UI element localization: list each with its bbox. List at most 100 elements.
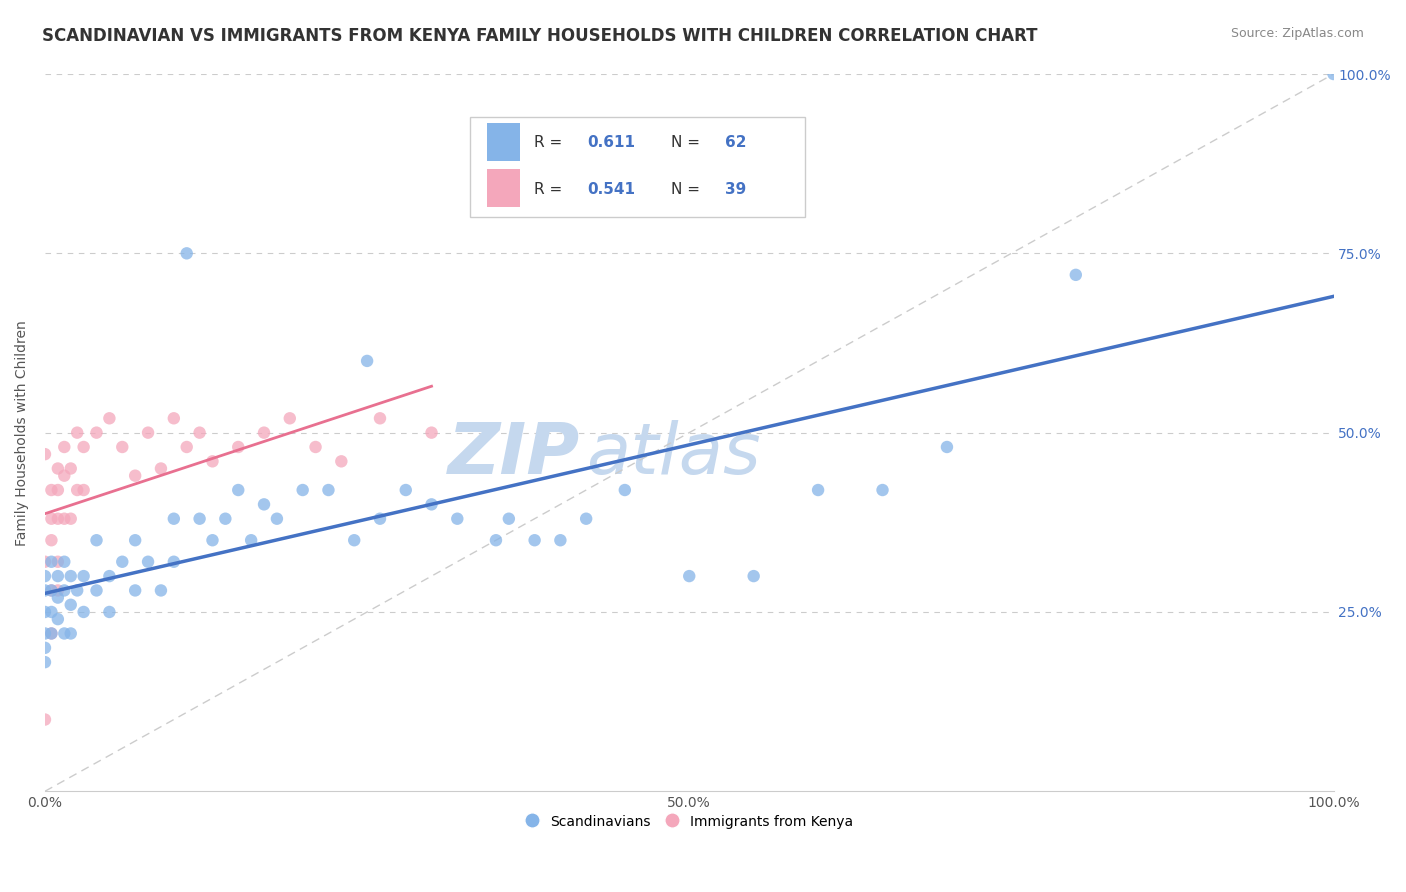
Point <box>41 555 63 569</box>
Point <box>188 425 211 440</box>
Point <box>66 583 89 598</box>
Y-axis label: Family Households with Children: Family Households with Children <box>15 319 30 546</box>
Point <box>46 583 69 598</box>
Point <box>46 555 69 569</box>
Point <box>53 555 76 569</box>
Point <box>136 425 159 440</box>
Point <box>72 483 94 497</box>
Point <box>149 461 172 475</box>
Point <box>59 569 82 583</box>
Point <box>46 591 69 605</box>
Point <box>420 497 443 511</box>
Point <box>41 483 63 497</box>
Point <box>291 483 314 497</box>
Point <box>201 533 224 548</box>
Text: Source: ZipAtlas.com: Source: ZipAtlas.com <box>1230 27 1364 40</box>
Point <box>41 583 63 598</box>
Point <box>420 425 443 440</box>
Point <box>188 512 211 526</box>
Point <box>41 626 63 640</box>
Point <box>86 533 108 548</box>
Point <box>253 497 276 511</box>
Point <box>34 569 56 583</box>
Point <box>368 512 391 526</box>
Point <box>72 440 94 454</box>
Point <box>278 411 301 425</box>
Point <box>53 468 76 483</box>
Point <box>807 483 830 497</box>
Point <box>98 569 121 583</box>
Point <box>59 598 82 612</box>
Point <box>34 713 56 727</box>
Point <box>41 605 63 619</box>
Point <box>742 569 765 583</box>
Point <box>136 555 159 569</box>
Point <box>46 512 69 526</box>
Point <box>613 483 636 497</box>
Point <box>34 583 56 598</box>
Point <box>575 512 598 526</box>
Point <box>111 555 134 569</box>
Point <box>46 612 69 626</box>
Text: atlas: atlas <box>586 419 761 489</box>
Point <box>1322 67 1344 81</box>
Point <box>872 483 894 497</box>
Point <box>72 605 94 619</box>
Point <box>124 468 146 483</box>
Point <box>41 512 63 526</box>
Point <box>86 425 108 440</box>
Point <box>253 425 276 440</box>
Point <box>936 440 959 454</box>
Point <box>53 583 76 598</box>
Point <box>59 626 82 640</box>
Point <box>34 640 56 655</box>
Point <box>304 440 326 454</box>
Point <box>41 583 63 598</box>
Point <box>46 483 69 497</box>
Text: ZIP: ZIP <box>447 419 579 489</box>
Point <box>34 655 56 669</box>
Point <box>86 583 108 598</box>
Point <box>266 512 288 526</box>
Point <box>124 533 146 548</box>
Point <box>678 569 700 583</box>
Point <box>550 533 572 548</box>
Point <box>163 411 186 425</box>
Point <box>98 605 121 619</box>
Point <box>330 454 353 468</box>
Point <box>124 583 146 598</box>
Point <box>53 626 76 640</box>
Point <box>176 246 198 260</box>
Point <box>53 512 76 526</box>
Point <box>72 569 94 583</box>
Point <box>240 533 263 548</box>
Point <box>485 533 508 548</box>
Point <box>176 440 198 454</box>
Point <box>98 411 121 425</box>
Point <box>163 555 186 569</box>
Point <box>66 425 89 440</box>
Point <box>59 512 82 526</box>
Point <box>163 512 186 526</box>
Point <box>111 440 134 454</box>
Point <box>149 583 172 598</box>
Point <box>318 483 340 497</box>
Point <box>41 626 63 640</box>
Point <box>46 461 69 475</box>
Point <box>34 555 56 569</box>
Point <box>395 483 418 497</box>
Point <box>34 447 56 461</box>
Point <box>498 512 520 526</box>
Point <box>356 354 378 368</box>
Point <box>34 626 56 640</box>
Point <box>1064 268 1087 282</box>
Legend: Scandinavians, Immigrants from Kenya: Scandinavians, Immigrants from Kenya <box>520 809 859 835</box>
Point <box>34 605 56 619</box>
Point <box>201 454 224 468</box>
Point <box>446 512 468 526</box>
Point <box>226 483 249 497</box>
Point <box>66 483 89 497</box>
Point <box>46 569 69 583</box>
Point <box>214 512 236 526</box>
Point <box>59 461 82 475</box>
